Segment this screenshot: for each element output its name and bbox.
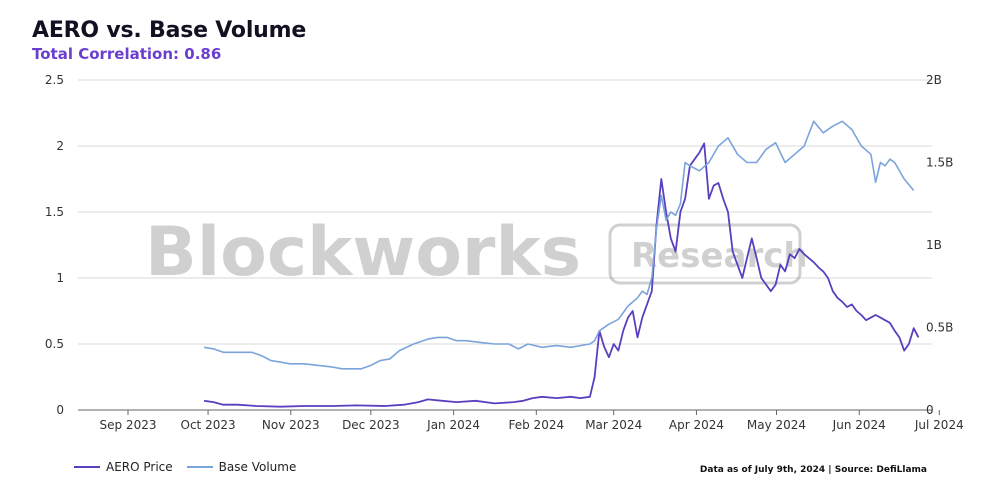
y-right-tick-label: 0.5B — [926, 321, 953, 335]
x-tick-label: May 2024 — [747, 418, 806, 432]
legend: AERO Price Base Volume — [74, 460, 296, 474]
watermark-main-text: Blockworks — [145, 213, 581, 292]
x-ticks: Sep 2023 Oct 2023 Nov 2023 Dec 2023 Jan 2024… — [100, 410, 964, 432]
series-line-base-volume — [203, 120, 915, 370]
source-note: Data as of July 9th, 2024 | Source: Defi… — [699, 465, 927, 475]
x-tick-label: Jan 2024 — [426, 418, 480, 432]
x-tick-label: Jul 2024 — [914, 418, 964, 432]
right-y-ticks: 0 0.5B 1B 1.5B 2B — [926, 73, 953, 417]
y-left-tick-label: 2 — [56, 139, 64, 153]
y-left-tick-label: 1 — [56, 271, 64, 285]
y-right-tick-label: 0 — [926, 403, 934, 417]
x-tick-label: Apr 2024 — [669, 418, 724, 432]
y-right-tick-label: 1.5B — [926, 156, 953, 170]
x-tick-label: Sep 2023 — [100, 418, 157, 432]
legend-item-aero-price[interactable]: AERO Price — [74, 460, 173, 474]
series-line-aero-price — [203, 142, 920, 408]
legend-swatch-aero-price — [74, 466, 100, 468]
legend-label-base-volume: Base Volume — [218, 460, 297, 474]
legend-swatch-base-volume — [186, 466, 213, 468]
y-left-tick-label: 2.5 — [45, 73, 64, 87]
y-left-tick-label: 0 — [56, 403, 64, 417]
x-tick-label: Dec 2023 — [342, 418, 400, 432]
watermark-badge — [608, 223, 802, 285]
y-right-tick-label: 2B — [926, 73, 942, 87]
legend-label-aero-price: AERO Price — [106, 460, 173, 474]
y-left-tick-label: 1.5 — [45, 205, 64, 219]
gridlines — [78, 79, 932, 345]
x-tick-label: Feb 2024 — [509, 418, 565, 432]
y-right-tick-label: 1B — [926, 238, 942, 252]
x-tick-label: Oct 2023 — [181, 418, 236, 432]
chart-subtitle: Total Correlation: 0.86 — [32, 45, 222, 63]
chart-title: AERO vs. Base Volume — [32, 18, 307, 43]
x-tick-label: Mar 2024 — [585, 418, 642, 432]
x-tick-label: Jun 2024 — [832, 418, 886, 432]
legend-item-base-volume[interactable]: Base Volume — [186, 460, 297, 474]
watermark: Blockworks Research — [145, 213, 808, 292]
watermark-badge-text: Research — [631, 236, 808, 276]
x-tick-label: Nov 2023 — [262, 418, 320, 432]
y-left-tick-label: 0.5 — [45, 337, 64, 351]
left-y-ticks: 0 0.5 1 1.5 2 2.5 — [45, 73, 64, 417]
series-lines — [203, 120, 920, 408]
